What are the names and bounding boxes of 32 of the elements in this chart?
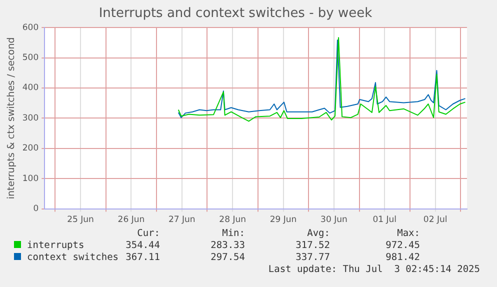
y-axis-title: interrupts & ctx switches / second bbox=[6, 37, 18, 200]
y-tick-label: 300 bbox=[22, 113, 39, 124]
text: Min: bbox=[221, 228, 245, 239]
legend-label: interrupts bbox=[26, 240, 84, 251]
y-tick-label: 0 bbox=[33, 204, 39, 214]
x-tick-label: 29 Jun bbox=[270, 215, 297, 226]
text: 283.33 bbox=[210, 240, 245, 251]
x-tick-label: 25 Jun bbox=[67, 215, 94, 226]
x-tick-label: 26 Jun bbox=[118, 215, 145, 226]
text: 297.54 bbox=[210, 252, 245, 263]
y-tick-label: 500 bbox=[22, 53, 39, 64]
text: Cur: bbox=[136, 228, 160, 239]
x-tick-label: 30 Jun bbox=[320, 215, 348, 226]
y-tick-label: 200 bbox=[22, 144, 39, 154]
text: 981.42 bbox=[384, 252, 420, 263]
text: Max: bbox=[396, 228, 420, 239]
text: 317.52 bbox=[294, 240, 330, 251]
text: 972.45 bbox=[384, 240, 420, 251]
y-tick-label: 100 bbox=[22, 174, 39, 184]
y-tick-label: 600 bbox=[22, 22, 39, 33]
text: Avg: bbox=[306, 228, 330, 239]
x-tick-label: 27 Jun bbox=[168, 215, 196, 226]
chart-title: Interrupts and context switches - by week bbox=[98, 6, 373, 22]
y-tick-label: 400 bbox=[22, 83, 39, 94]
text: 337.77 bbox=[294, 252, 330, 263]
x-tick-label: 02 Jul bbox=[423, 215, 448, 226]
text: 367.11 bbox=[126, 252, 160, 263]
x-tick-label: 01 Jul bbox=[372, 215, 397, 226]
text: Last update: Thu Jul 3 02:45:14 2025 bbox=[267, 264, 480, 275]
x-tick-label: 28 Jun bbox=[219, 215, 246, 226]
text: 354.44 bbox=[126, 240, 160, 251]
legend-label: context switches bbox=[26, 252, 119, 263]
